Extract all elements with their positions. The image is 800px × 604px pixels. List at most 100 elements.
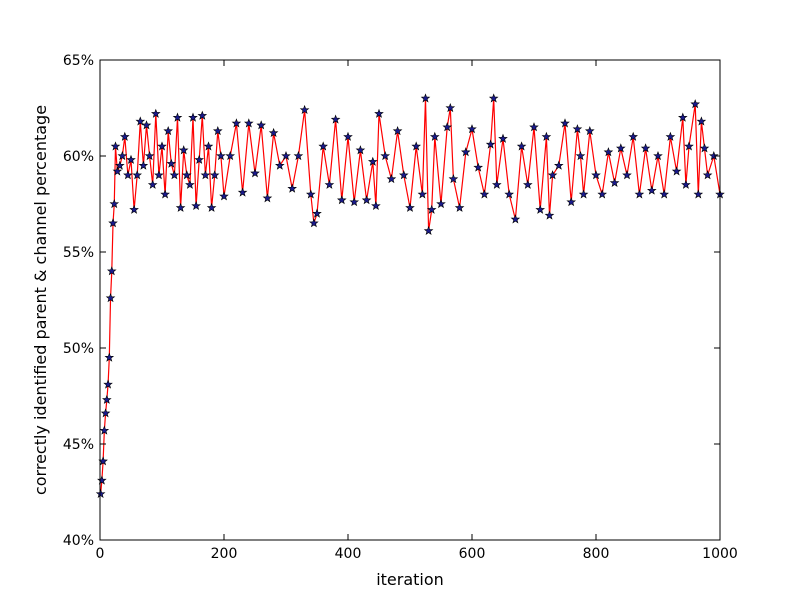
data-point (448, 173, 459, 184)
x-tick-label: 1000 (702, 546, 738, 562)
data-point (398, 170, 409, 180)
x-tick-label: 800 (583, 546, 610, 562)
data-point (203, 141, 214, 151)
data-point (591, 170, 601, 180)
y-tick-label: 55% (63, 245, 94, 261)
data-point (488, 93, 499, 103)
data-point (126, 154, 136, 164)
data-point (498, 133, 508, 143)
data-point (392, 125, 403, 136)
data-point (169, 170, 180, 180)
data-point (138, 160, 149, 170)
data-point (191, 200, 201, 211)
data-point (560, 118, 570, 128)
data-point (693, 189, 704, 199)
data-point (274, 160, 285, 170)
data-point (343, 131, 353, 141)
data-point (615, 143, 626, 153)
data-point (209, 170, 220, 180)
data-point (112, 166, 123, 176)
data-point (175, 202, 186, 212)
data-point (665, 131, 676, 141)
y-tick-label: 50% (63, 341, 94, 357)
data-point (544, 210, 555, 220)
data-point (690, 99, 701, 109)
data-point (172, 112, 183, 122)
data-point (262, 193, 273, 203)
data-point (460, 147, 471, 157)
data-point (491, 179, 502, 189)
data-point (212, 125, 223, 136)
data-point (117, 150, 128, 161)
data-point (144, 150, 155, 161)
data-point (597, 189, 608, 199)
data-point (510, 214, 521, 224)
data-point (609, 177, 620, 187)
data-point (578, 189, 589, 199)
data-point (250, 168, 260, 178)
data-point (95, 488, 106, 499)
data-point (386, 173, 397, 184)
data-point (219, 191, 229, 201)
data-point (206, 202, 217, 212)
data-point (485, 139, 496, 149)
data-point (423, 225, 434, 235)
data-point (708, 150, 719, 161)
data-point (646, 185, 657, 195)
data-point (103, 379, 113, 389)
data-point (659, 189, 670, 199)
data-point (160, 189, 170, 199)
data-point (702, 170, 713, 180)
data-point (634, 189, 645, 199)
data-point (355, 145, 366, 155)
data-point (504, 189, 515, 199)
data-point (185, 179, 195, 189)
data-point (677, 112, 688, 122)
x-tick-label: 400 (335, 546, 362, 562)
data-point (141, 120, 152, 130)
data-point (671, 166, 682, 176)
data-point (467, 124, 477, 134)
data-point (380, 150, 391, 161)
y-tick-label: 60% (63, 149, 94, 165)
data-point (157, 141, 167, 151)
data-point (200, 170, 211, 180)
data-point (445, 102, 456, 113)
data-point (367, 156, 378, 166)
data-point (100, 408, 111, 418)
data-point (681, 179, 691, 189)
data-point (336, 195, 347, 205)
data-point (105, 293, 116, 303)
data-point (268, 127, 279, 138)
data-point (318, 141, 329, 151)
data-point (305, 189, 316, 199)
data-point (106, 266, 117, 276)
data-point (110, 141, 121, 151)
data-point (287, 183, 298, 193)
data-point (109, 198, 120, 209)
x-tick-label: 0 (96, 546, 105, 562)
data-point (699, 143, 710, 153)
data-point (129, 204, 139, 214)
data-point (473, 162, 484, 172)
data-point (553, 160, 564, 170)
data-point (132, 170, 143, 180)
data-point (374, 108, 384, 118)
data-point (436, 198, 446, 209)
data-point (97, 475, 107, 485)
series-line (100, 97, 721, 494)
data-point (603, 147, 614, 157)
x-tick-label: 200 (211, 546, 238, 562)
x-axis-ticks: 0 200 400 600 800 1000 (96, 60, 738, 562)
data-point (154, 170, 164, 180)
data-point (293, 150, 304, 161)
data-point (547, 170, 558, 180)
data-point (628, 131, 639, 141)
data-point (516, 141, 527, 151)
data-point (115, 160, 125, 170)
data-point (411, 141, 422, 151)
data-point (181, 170, 192, 180)
data-point (479, 189, 490, 199)
data-point (231, 118, 242, 128)
